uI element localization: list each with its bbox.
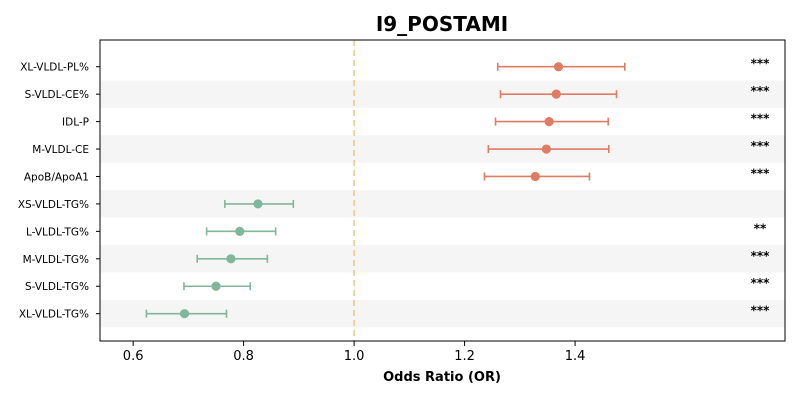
significance-label: ** — [754, 221, 767, 235]
or-point — [226, 254, 236, 264]
significance-label: *** — [751, 276, 771, 290]
category-label: M-VLDL-TG% — [23, 254, 89, 266]
or-point — [211, 281, 221, 291]
significance-label: *** — [751, 139, 771, 153]
category-label: ApoB/ApoA1 — [24, 171, 89, 183]
or-point — [253, 199, 263, 209]
or-point — [530, 171, 540, 182]
significance-label: *** — [751, 57, 771, 71]
row-shade — [100, 190, 785, 218]
significance-label: *** — [751, 304, 771, 318]
or-point — [541, 144, 551, 154]
category-label: IDL-P — [62, 117, 89, 129]
x-tick-label: 0.8 — [233, 349, 254, 364]
or-point — [544, 117, 554, 127]
or-point — [553, 62, 564, 72]
category-label: XS-VLDL-TG% — [18, 199, 89, 211]
plot-area: 0.6 0.8 1.0 1.2 1.4 XL-VLDL-PL% *** S-VLDL-CE% *… — [18, 39, 786, 364]
significance-label: *** — [751, 166, 771, 180]
x-tick-label: 0.6 — [123, 349, 144, 364]
x-tick-label: 1.4 — [565, 349, 586, 364]
or-point — [235, 226, 245, 236]
x-tick-label: 1.0 — [344, 349, 365, 364]
category-label: XL-VLDL-PL% — [20, 62, 89, 74]
or-point — [179, 309, 190, 319]
category-label: L-VLDL-TG% — [26, 226, 89, 238]
significance-label: *** — [751, 249, 771, 263]
row-shade — [100, 80, 785, 108]
significance-label: *** — [751, 112, 771, 126]
plot-frame — [99, 39, 786, 342]
row-shade — [100, 135, 785, 163]
x-tick-label: 1.2 — [454, 349, 475, 364]
chart-title: I9_POSTAMI — [376, 12, 508, 36]
category-label: XL-VLDL-TG% — [19, 309, 89, 321]
or-point — [551, 89, 561, 99]
category-label: S-VLDL-TG% — [25, 281, 89, 293]
category-label: S-VLDL-CE% — [25, 89, 89, 101]
significance-label: *** — [751, 84, 771, 98]
x-axis-label: Odds Ratio (OR) — [383, 370, 501, 385]
category-label: M-VLDL-CE — [32, 144, 89, 156]
